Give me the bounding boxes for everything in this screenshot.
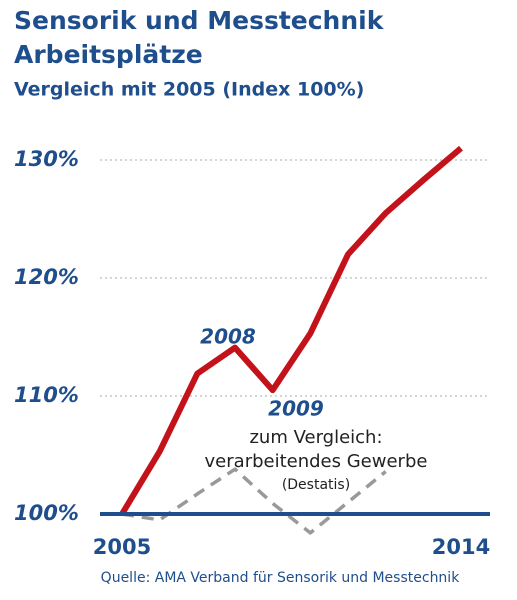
x-tick-label: 2014	[432, 535, 490, 559]
chart-subtitle: Vergleich mit 2005 (Index 100%)	[14, 79, 364, 101]
annotation: verarbeitendes Gewerbe	[205, 451, 428, 472]
annotation: 2009	[268, 397, 324, 421]
annotation: 2008	[200, 325, 256, 349]
series-line	[119, 145, 463, 516]
chart-title: Arbeitsplätze	[14, 40, 203, 69]
x-tick-label: 2005	[93, 535, 151, 559]
chart-title: Sensorik und Messtechnik	[14, 6, 385, 35]
y-tick-label: 100%	[14, 501, 79, 525]
annotation: zum Vergleich:	[249, 427, 382, 448]
y-tick-label: 110%	[14, 383, 79, 407]
y-tick-label: 120%	[14, 265, 79, 289]
source: Quelle: AMA Verband für Sensorik und Mes…	[101, 570, 461, 586]
annotation: (Destatis)	[282, 477, 350, 493]
y-tick-label: 130%	[14, 147, 79, 171]
